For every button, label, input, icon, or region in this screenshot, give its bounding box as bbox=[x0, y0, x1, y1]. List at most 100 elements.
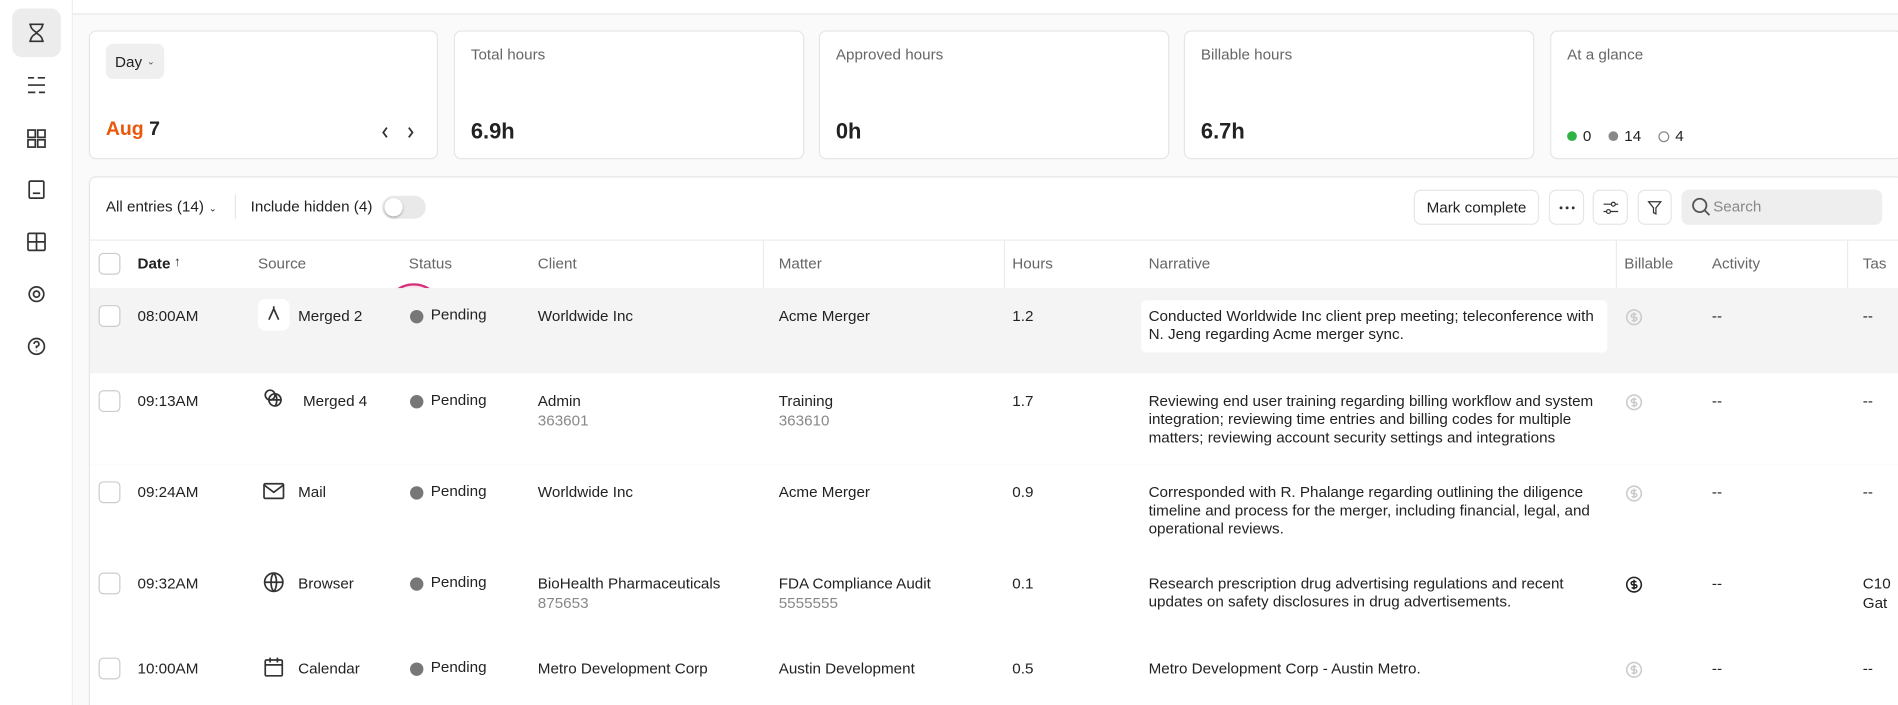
count: 4 bbox=[1675, 127, 1684, 145]
chevron: ⌄ bbox=[208, 202, 217, 214]
task: -- bbox=[1862, 392, 1873, 410]
client: Worldwide Inc bbox=[537, 307, 634, 325]
matter-id: 363610 bbox=[778, 412, 830, 430]
row-checkbox[interactable] bbox=[98, 572, 121, 595]
hours: 0.9 bbox=[1012, 483, 1034, 501]
toggle-knob bbox=[384, 198, 403, 217]
mark-complete-text: Mark complete bbox=[1426, 198, 1527, 216]
matter: Training bbox=[778, 392, 834, 410]
nav-icons[interactable] bbox=[0, 0, 73, 389]
matter: Austin Development bbox=[778, 660, 915, 678]
more-button[interactable] bbox=[1548, 189, 1585, 225]
search-box[interactable]: Search bbox=[1681, 189, 1883, 225]
hours: 0.1 bbox=[1012, 574, 1034, 592]
column-header[interactable]: Source bbox=[257, 255, 307, 273]
matter: Acme Merger bbox=[778, 483, 870, 501]
funnel bbox=[1647, 200, 1663, 215]
column-header[interactable]: Billable bbox=[1624, 255, 1674, 273]
toggle[interactable] bbox=[382, 195, 426, 219]
column-header[interactable]: Tas bbox=[1862, 255, 1887, 273]
source-icon bbox=[268, 306, 280, 321]
source: Merged 4 bbox=[302, 392, 368, 410]
row-checkbox[interactable] bbox=[98, 305, 121, 327]
hours: 0.5 bbox=[1012, 660, 1034, 678]
matter-id: 5555555 bbox=[778, 594, 838, 612]
activity: -- bbox=[1711, 483, 1723, 501]
settings-button[interactable] bbox=[1592, 189, 1628, 225]
narrative-box[interactable] bbox=[1141, 300, 1608, 353]
include-hidden: Include hidden (4) bbox=[250, 198, 373, 216]
status-dot bbox=[410, 309, 424, 324]
stat-value: 6.7h bbox=[1200, 119, 1245, 144]
source: Browser bbox=[298, 574, 354, 592]
task: -- bbox=[1862, 307, 1873, 325]
matter: FDA Compliance Audit bbox=[778, 574, 931, 592]
dots bbox=[1558, 205, 1575, 209]
period-select[interactable]: Day ⌄ bbox=[105, 43, 165, 80]
client: Admin bbox=[537, 392, 581, 410]
row-checkbox[interactable] bbox=[98, 657, 121, 680]
status-dot bbox=[410, 395, 424, 409]
column-header[interactable]: Matter bbox=[778, 255, 822, 273]
status-dot bbox=[410, 577, 424, 591]
search-placeholder: Search bbox=[1713, 198, 1762, 216]
glance-label: At a glance bbox=[1567, 46, 1644, 64]
table-row[interactable] bbox=[90, 373, 1898, 466]
task: -- bbox=[1862, 660, 1873, 678]
status-dot bbox=[410, 662, 424, 676]
dot-gray bbox=[1608, 131, 1619, 141]
source-icon bbox=[264, 389, 282, 407]
narrative: Reviewing end user training regarding bi… bbox=[1148, 392, 1594, 447]
column-header[interactable]: Date bbox=[137, 255, 171, 273]
column-header[interactable]: Client bbox=[537, 255, 577, 273]
narrative: Metro Development Corp - Austin Metro. bbox=[1148, 660, 1421, 678]
month: Aug bbox=[105, 119, 144, 140]
matter: Acme Merger bbox=[778, 307, 870, 325]
time: 08:00AM bbox=[137, 307, 199, 325]
narrative: Research prescription drug advertising r… bbox=[1148, 574, 1564, 611]
table-row[interactable] bbox=[90, 555, 1898, 642]
billable-icon[interactable] bbox=[1625, 309, 1643, 326]
column-header[interactable]: Activity bbox=[1711, 255, 1761, 273]
billable-icon[interactable] bbox=[1625, 661, 1643, 678]
table-row[interactable] bbox=[90, 640, 1898, 705]
billable-icon[interactable] bbox=[1625, 485, 1643, 502]
date-card: Day ⌄ Aug 7 bbox=[88, 30, 439, 160]
billable-icon[interactable] bbox=[1625, 394, 1643, 411]
period: Day bbox=[115, 52, 143, 70]
chevron: ⌄ bbox=[146, 55, 156, 67]
column-header[interactable]: Status bbox=[408, 255, 452, 273]
date: Aug 7 bbox=[106, 119, 160, 141]
activity: -- bbox=[1711, 307, 1723, 325]
status: Pending bbox=[430, 306, 487, 324]
stat-value: 0h bbox=[835, 119, 862, 144]
table-row[interactable] bbox=[90, 288, 1898, 375]
row-checkbox[interactable] bbox=[98, 390, 121, 413]
mark-complete[interactable]: Mark complete bbox=[1413, 189, 1540, 225]
header-checkbox[interactable] bbox=[98, 252, 121, 275]
time: 09:24AM bbox=[137, 483, 199, 501]
date-nav[interactable] bbox=[378, 120, 427, 144]
source-icon-box bbox=[257, 566, 290, 599]
row-checkbox[interactable] bbox=[98, 481, 121, 504]
column-header[interactable]: Hours bbox=[1012, 255, 1053, 273]
billable-icon[interactable] bbox=[1625, 576, 1643, 593]
narrative: Corresponded with R. Phalange regarding … bbox=[1148, 483, 1590, 538]
status: Pending bbox=[430, 391, 487, 409]
source: Calendar bbox=[298, 660, 360, 678]
glance-counts: 0 14 4 bbox=[1567, 128, 1684, 145]
stat-label: Billable hours bbox=[1200, 46, 1293, 64]
table-row[interactable] bbox=[90, 464, 1898, 557]
stat-card: Billable hours 6.7h bbox=[1183, 30, 1535, 160]
hours: 1.2 bbox=[1012, 307, 1034, 325]
source-icon-box bbox=[257, 384, 290, 416]
column-header[interactable]: Narrative bbox=[1148, 255, 1211, 273]
narrative: Conducted Worldwide Inc client prep meet… bbox=[1148, 307, 1594, 343]
filter-button[interactable] bbox=[1637, 189, 1672, 225]
source-icon bbox=[263, 572, 284, 593]
status: Pending bbox=[430, 573, 487, 591]
sidebar bbox=[0, 0, 74, 705]
count: 0 bbox=[1582, 127, 1592, 145]
entries-filter[interactable]: All entries (14) ⌄ bbox=[106, 198, 217, 217]
